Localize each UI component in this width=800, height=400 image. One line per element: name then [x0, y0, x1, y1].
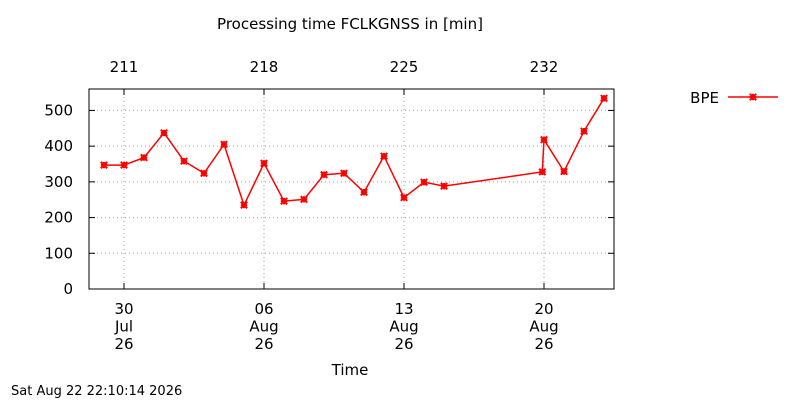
data-point	[600, 94, 608, 103]
x-tick-label: Aug	[249, 318, 278, 336]
legend: BPE	[690, 89, 778, 107]
data-point	[320, 170, 328, 179]
data-point	[540, 135, 548, 144]
x-tick-label: 13	[394, 300, 413, 318]
data-point	[440, 182, 448, 191]
x-tick-label: Aug	[389, 318, 418, 336]
data-point	[160, 129, 168, 137]
x-tick-label: 06	[254, 300, 273, 318]
x-tick-label: 30	[114, 300, 133, 318]
data-point	[120, 161, 128, 169]
legend-marker-bpe	[749, 93, 757, 101]
data-point	[100, 161, 108, 169]
data-point	[538, 167, 547, 176]
x-tick-label: 26	[534, 335, 553, 353]
data-point	[260, 159, 268, 168]
x-tick-label: Jul	[114, 318, 133, 336]
x-tick-label: 20	[534, 300, 553, 318]
x-axis-label: Time	[331, 361, 369, 379]
data-point	[340, 169, 348, 178]
data-point	[180, 157, 188, 166]
x-axis-top: 211 218 225 232	[110, 58, 559, 95]
x-tick-label: Aug	[529, 318, 558, 336]
data-point	[560, 167, 568, 176]
y-tick-label: 0	[63, 280, 73, 298]
series-plot	[100, 94, 608, 209]
y-tick-label: 200	[44, 209, 73, 227]
data-point	[240, 201, 248, 209]
data-point	[220, 140, 228, 149]
data-point	[380, 152, 388, 161]
data-point	[200, 169, 208, 178]
y-tick-label: 400	[44, 137, 73, 155]
grid	[89, 89, 614, 289]
x-tick-label: 26	[394, 335, 413, 353]
x2-tick-label: 232	[530, 58, 559, 76]
x-tick-label: 26	[254, 335, 273, 353]
x2-tick-label: 211	[110, 58, 139, 76]
chart-title: Processing time FCLKGNSS in [min]	[217, 15, 483, 33]
data-point	[280, 197, 288, 206]
data-point	[420, 178, 428, 187]
data-point	[400, 193, 408, 202]
y-tick-label: 100	[44, 244, 73, 262]
data-point	[300, 195, 308, 204]
y-tick-label: 500	[44, 101, 73, 119]
x2-tick-label: 218	[250, 58, 279, 76]
legend-label-bpe: BPE	[690, 89, 719, 107]
data-point	[360, 188, 368, 197]
legend-marker-glyph	[749, 93, 757, 101]
series-line-bpe	[104, 97, 605, 208]
x-tick-label: 26	[114, 335, 133, 353]
y-axis: 0 100 200 300 400 500	[44, 101, 614, 298]
x2-tick-label: 225	[390, 58, 419, 76]
plot-frame	[88, 88, 615, 290]
y-tick-label: 300	[44, 173, 73, 191]
footer-timestamp: Sat Aug 22 22:10:14 2026	[11, 384, 182, 399]
data-point	[580, 127, 588, 136]
data-point	[140, 153, 148, 162]
